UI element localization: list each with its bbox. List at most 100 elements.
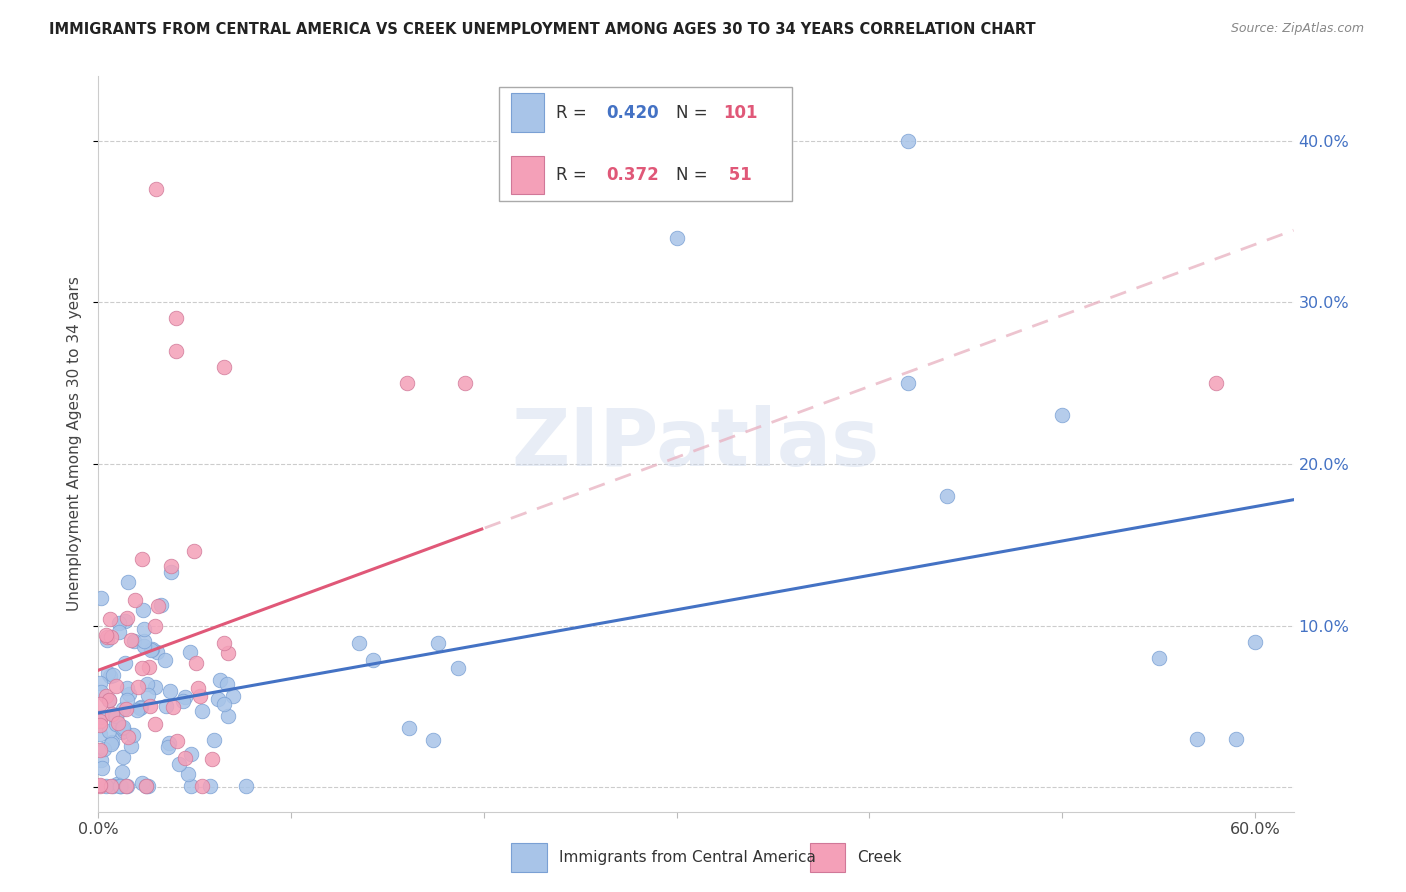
Point	[131, 603, 153, 617]
Point	[89, 743, 111, 757]
Point	[131, 552, 153, 566]
Point	[112, 701, 135, 715]
Point	[108, 624, 131, 639]
Point	[212, 359, 235, 374]
Point	[93, 742, 115, 756]
Point	[201, 752, 224, 766]
Point	[209, 673, 232, 687]
Point	[105, 776, 128, 790]
Point	[111, 765, 134, 780]
Text: Source: ZipAtlas.com: Source: ZipAtlas.com	[1230, 22, 1364, 36]
Point	[114, 724, 136, 739]
Point	[97, 665, 120, 680]
Point	[89, 778, 111, 792]
FancyBboxPatch shape	[510, 156, 544, 194]
Point	[108, 616, 131, 631]
Point	[97, 693, 120, 707]
Point	[1185, 731, 1208, 746]
Point	[897, 376, 920, 391]
Point	[146, 645, 169, 659]
Point	[347, 636, 370, 650]
Point	[112, 720, 135, 734]
FancyBboxPatch shape	[499, 87, 792, 201]
Text: 101: 101	[724, 103, 758, 121]
Point	[120, 632, 142, 647]
Point	[422, 733, 444, 747]
Point	[235, 779, 257, 793]
Text: 0.420: 0.420	[606, 103, 659, 121]
Point	[97, 693, 120, 707]
Point	[166, 734, 188, 748]
Point	[104, 708, 127, 723]
Point	[110, 779, 132, 793]
Point	[127, 703, 149, 717]
Point	[162, 700, 184, 714]
Point	[143, 681, 166, 695]
Point	[165, 343, 187, 358]
Point	[447, 661, 470, 675]
Point	[183, 544, 205, 558]
Point	[89, 676, 111, 690]
Point	[91, 761, 114, 775]
Point	[114, 614, 136, 628]
Point	[108, 779, 131, 793]
Point	[188, 689, 211, 703]
Point	[169, 757, 191, 772]
Point	[101, 707, 124, 722]
Point	[110, 725, 132, 739]
Point	[131, 776, 153, 790]
Point	[156, 739, 179, 754]
Point	[159, 684, 181, 698]
Point	[398, 721, 420, 735]
Point	[187, 681, 209, 696]
Point	[363, 653, 385, 667]
Point	[173, 751, 195, 765]
Point	[115, 779, 138, 793]
Point	[94, 779, 117, 793]
Point	[143, 619, 166, 633]
Point	[184, 657, 207, 671]
Point	[148, 599, 170, 613]
Point	[1050, 409, 1073, 423]
Point	[217, 646, 239, 660]
Point	[114, 657, 136, 671]
Point	[179, 645, 201, 659]
Point	[135, 779, 157, 793]
Point	[217, 709, 239, 723]
Point	[141, 641, 163, 656]
Point	[124, 593, 146, 607]
Point	[96, 632, 118, 647]
Point	[1147, 651, 1170, 665]
Text: IMMIGRANTS FROM CENTRAL AMERICA VS CREEK UNEMPLOYMENT AMONG AGES 30 TO 34 YEARS : IMMIGRANTS FROM CENTRAL AMERICA VS CREEK…	[49, 22, 1036, 37]
Point	[145, 182, 167, 196]
Point	[98, 612, 121, 626]
Point	[101, 668, 124, 682]
Point	[100, 735, 122, 749]
Point	[395, 376, 418, 391]
Point	[935, 489, 957, 503]
Point	[214, 697, 236, 711]
Point	[202, 732, 225, 747]
Point	[111, 750, 134, 764]
Y-axis label: Unemployment Among Ages 30 to 34 years: Unemployment Among Ages 30 to 34 years	[67, 277, 83, 611]
Point	[105, 708, 128, 723]
Point	[212, 636, 235, 650]
Point	[100, 631, 122, 645]
FancyBboxPatch shape	[510, 94, 544, 132]
Point	[108, 779, 131, 793]
Point	[89, 685, 111, 699]
Point	[115, 692, 138, 706]
Point	[120, 739, 142, 754]
Point	[217, 677, 239, 691]
Point	[665, 230, 688, 244]
Point	[89, 779, 111, 793]
Point	[207, 692, 229, 706]
Point	[165, 311, 187, 326]
Point	[90, 753, 112, 767]
Point	[136, 677, 159, 691]
Point	[105, 711, 128, 725]
Point	[100, 779, 122, 793]
Point	[174, 690, 197, 705]
Point	[136, 688, 159, 702]
Point	[136, 779, 159, 793]
